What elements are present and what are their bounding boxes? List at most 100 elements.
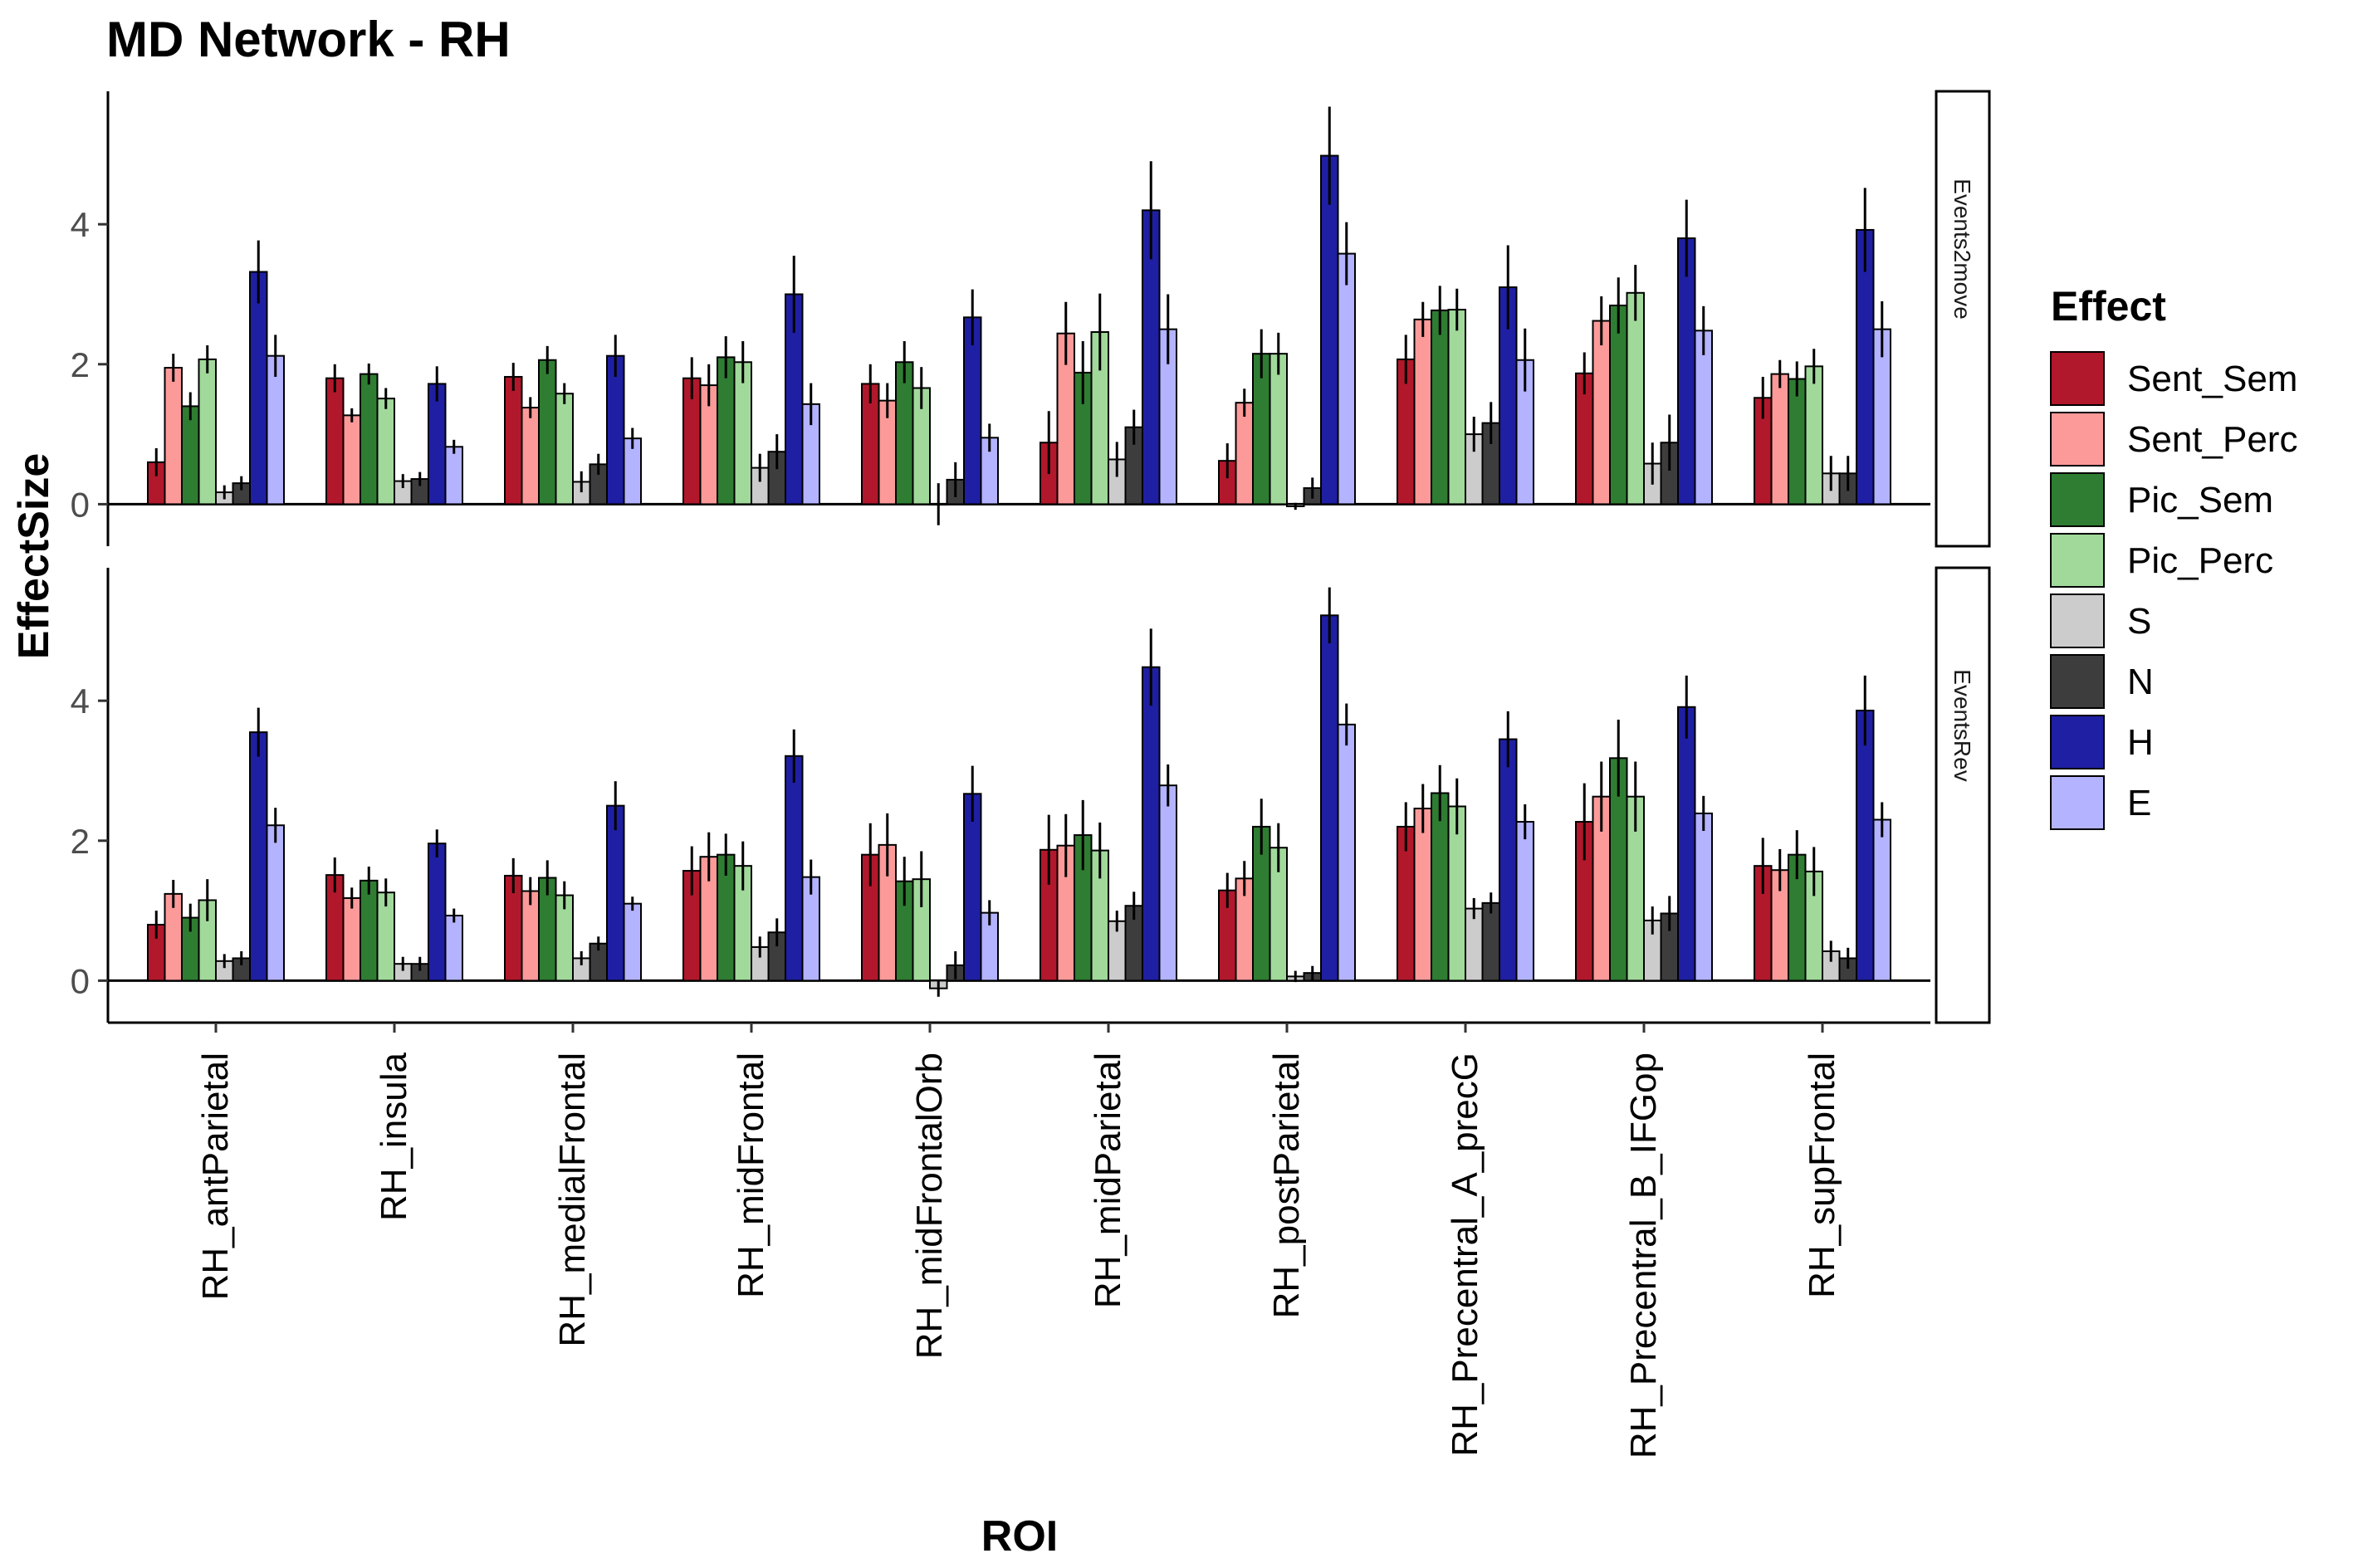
bar-h [963, 316, 982, 506]
bar-h [963, 793, 982, 982]
bar-sent-perc [1413, 808, 1432, 982]
bar-pic-sem [538, 359, 557, 506]
panels-layer: 0 2 4 Events2move 0 2 4 EventsRev [71, 90, 1991, 1024]
chart-title: MD Network - RH [106, 12, 511, 67]
legend-item-n: N [2050, 654, 2154, 709]
bar-h [1142, 666, 1161, 982]
bar-h [1320, 614, 1339, 982]
y-tick-label: 2 [71, 822, 90, 861]
bar-sent-perc [521, 407, 540, 506]
y-tick-label: 0 [71, 961, 90, 1000]
bar-e [1158, 784, 1177, 982]
legend-swatch [2050, 715, 2105, 769]
x-category-label: RH_supFrontal [1802, 1053, 1842, 1298]
bar-h [428, 843, 447, 982]
bar-pic-perc [376, 398, 395, 506]
bar-sent-perc [342, 414, 361, 506]
legend-label: N [2127, 662, 2154, 702]
bar-e [1694, 812, 1713, 982]
bar-pic-sem [360, 373, 379, 506]
x-category-label: RH_Precentral_A_precG [1445, 1053, 1485, 1457]
bar-sent-sem [325, 377, 345, 506]
bar-pic-sem [1431, 792, 1450, 982]
bar-pic-perc [1804, 365, 1823, 506]
bar-h [1499, 738, 1518, 982]
bar-h [249, 271, 268, 506]
bar-h [428, 383, 447, 506]
y-tick-label: 4 [71, 205, 90, 244]
x-category-label: RH_postParietal [1266, 1053, 1307, 1318]
facet-strip [1935, 90, 1991, 548]
legend-swatch [2050, 533, 2105, 588]
bar-e [266, 824, 285, 982]
bar-pic-sem [360, 879, 379, 982]
bar-h [1677, 237, 1696, 506]
bar-pic-perc [1269, 353, 1288, 506]
bar-pic-perc [198, 358, 217, 506]
facet-strip-label: Events2move [1949, 178, 1975, 320]
bar-e [444, 915, 463, 982]
bar-pic-perc [1447, 309, 1466, 506]
facet-strip [1935, 566, 1991, 1024]
bar-h [1320, 154, 1339, 506]
bar-h [1677, 706, 1696, 982]
y-tick-label: 4 [71, 681, 90, 720]
bar-sent-perc [1235, 402, 1254, 506]
x-category-label: RH_antParietal [195, 1053, 236, 1300]
y-axis-title: EffectSize [10, 453, 58, 660]
x-category-label: RH_medialFrontal [552, 1053, 593, 1347]
bar-h [606, 354, 625, 506]
bar-e [1337, 723, 1356, 982]
bar-e [1337, 252, 1356, 506]
bar-sent-perc [1413, 318, 1432, 506]
legend-item-sent-perc: Sent_Perc [2050, 412, 2297, 466]
bar-h [606, 804, 625, 982]
panel-eventsrev: 0 2 4 EventsRev [71, 566, 1991, 1024]
legend-item-e: E [2050, 775, 2151, 830]
legend-item-pic-sem: Pic_Sem [2050, 472, 2273, 527]
legend-swatch [2050, 472, 2105, 527]
bar-s [1465, 907, 1484, 982]
bar-sent-perc [164, 367, 183, 506]
y-tick-label: 2 [71, 345, 90, 384]
x-category-label: RH_insula [374, 1052, 414, 1221]
x-category-label: RH_midFrontal [731, 1053, 771, 1298]
legend-item-h: H [2050, 715, 2154, 769]
bar-e [1515, 821, 1534, 982]
legend-label: S [2127, 601, 2151, 642]
bar-sent-perc [342, 896, 361, 982]
bar-pic-sem [1788, 378, 1807, 506]
bar-h [785, 755, 804, 982]
bar-e [623, 902, 642, 982]
legend-swatch [2050, 654, 2105, 709]
legend-swatch [2050, 351, 2105, 406]
legend-item-sent-sem: Sent_Sem [2050, 351, 2297, 406]
bar-pic-perc [733, 361, 752, 506]
x-category-label: RH_Precentral_B_IFGop [1623, 1053, 1664, 1458]
x-axis-title: ROI [981, 1512, 1058, 1561]
legend-swatch [2050, 775, 2105, 830]
bar-pic-sem [1431, 309, 1450, 506]
bar-n [1481, 901, 1500, 982]
legend-swatch [2050, 593, 2105, 648]
legend-label: Sent_Perc [2127, 419, 2297, 460]
facet-strip-label: EventsRev [1949, 669, 1975, 781]
bar-h [1856, 709, 1875, 982]
legend-label: H [2127, 722, 2154, 763]
bar-e [444, 446, 463, 506]
bar-pic-sem [1609, 304, 1628, 506]
legend-label: Pic_Perc [2127, 540, 2273, 581]
y-tick-label: 0 [71, 485, 90, 524]
x-axis: RH_antParietal RH_insula RH_medialFrontal R… [108, 1021, 1930, 1458]
x-category-label: RH_midFrontalOrb [909, 1053, 950, 1359]
bar-e [1694, 330, 1713, 506]
bar-pic-sem [181, 405, 200, 506]
bar-sent-perc [1592, 320, 1611, 506]
bar-sent-perc [1770, 373, 1789, 506]
x-category-label: RH_midParietal [1088, 1053, 1128, 1308]
legend-item-s: S [2050, 593, 2151, 648]
legend-label: E [2127, 783, 2151, 823]
